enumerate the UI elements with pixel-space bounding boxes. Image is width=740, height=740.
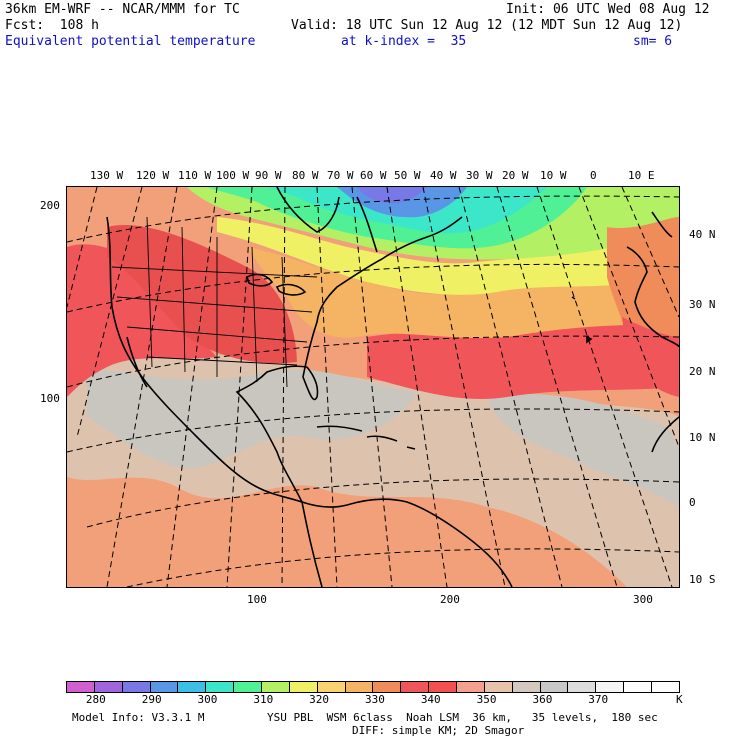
- colorbar-swatch: [345, 682, 374, 692]
- colorbar-swatch: [401, 682, 430, 692]
- colorbar-label: 320: [309, 693, 330, 706]
- colorbar-swatch: [624, 682, 653, 692]
- longitude-label: 60 W: [360, 169, 387, 182]
- colorbar-swatch: [178, 682, 207, 692]
- latitude-label: 20 N: [689, 365, 716, 378]
- hispaniola: [366, 435, 398, 442]
- theta-e-map: [67, 187, 679, 587]
- colorbar-swatch: [540, 682, 569, 692]
- longitude-label: 130 W: [90, 169, 124, 182]
- south-america-north: [301, 498, 513, 587]
- colorbar-swatch: [150, 682, 179, 692]
- grey-caribbean: [87, 367, 417, 469]
- british-isles: [651, 211, 673, 238]
- canary-islands: [586, 335, 593, 344]
- latitude-label: 0: [689, 496, 696, 509]
- hudson-bay: [276, 187, 340, 233]
- colorbar-swatch: [206, 682, 235, 692]
- model-title: 36km EM-WRF -- NCAR/MMM for TC: [5, 2, 240, 17]
- colorbar-swatch: [373, 682, 402, 692]
- colorbar-label: 350: [476, 693, 497, 706]
- state-borders: [111, 216, 318, 388]
- colorbar-swatch: [596, 682, 625, 692]
- physics-line-2: DIFF: simple KM; 2D Smagor: [352, 724, 525, 737]
- bottom-grid-tick: 300: [633, 593, 653, 606]
- bottom-grid-tick: 100: [247, 593, 267, 606]
- red-us-interior: [107, 225, 297, 364]
- east-coast: [302, 216, 463, 401]
- violet-north: [357, 187, 427, 204]
- colorbar-label: 310: [253, 693, 274, 706]
- left-grid-tick: 200: [40, 199, 60, 212]
- forecast-hour: Fcst: 108 h: [5, 18, 99, 33]
- smoothing-info: sm= 6: [633, 34, 673, 49]
- colorbar-swatch: [234, 682, 263, 692]
- longitude-label: 100 W: [216, 169, 250, 182]
- colorbar-swatch: [289, 682, 318, 692]
- colorbar-swatch: [484, 682, 513, 692]
- colorbar-swatch: [429, 682, 458, 692]
- longitude-label: 90 W: [255, 169, 282, 182]
- colorbar-swatch: [568, 682, 597, 692]
- colorbar-swatch: [317, 682, 346, 692]
- orange-band: [247, 247, 679, 339]
- init-time: Init: 06 UTC Wed 08 Aug 12: [506, 2, 710, 17]
- colorbar-label: 340: [420, 693, 441, 706]
- colorbar-label: 300: [197, 693, 218, 706]
- longitude-label: 40 W: [430, 169, 457, 182]
- graticule: [67, 187, 679, 587]
- colorbar-swatch: [262, 682, 290, 692]
- longitude-label: 0: [590, 169, 597, 182]
- physics-line-1: YSU PBL WSM 6class Noah LSM 36 km, 35 le…: [267, 711, 658, 724]
- longitude-label: 70 W: [327, 169, 354, 182]
- grey-africa: [487, 393, 679, 507]
- iberia-africa: [626, 246, 679, 348]
- left-grid-tick: 100: [40, 392, 60, 405]
- red-atlantic-band: [367, 321, 679, 399]
- labrador: [356, 196, 378, 253]
- colorbar-swatch: [67, 682, 95, 692]
- colorbar: [66, 681, 680, 693]
- field-name: Equivalent potential temperature: [5, 34, 256, 49]
- colorbar-swatch: [652, 682, 679, 692]
- longitude-label: 110 W: [178, 169, 212, 182]
- model-info: Model Info: V3.3.1 M: [72, 711, 205, 724]
- longitude-label: 10 E: [628, 169, 655, 182]
- colorbar-swatch: [94, 682, 123, 692]
- longitude-label: 50 W: [394, 169, 421, 182]
- gulf-coast: [235, 365, 308, 503]
- longitude-label: 80 W: [292, 169, 319, 182]
- bottom-grid-tick: 200: [440, 593, 460, 606]
- map-panel: [66, 186, 680, 588]
- latitude-label: 40 N: [689, 228, 716, 241]
- azores: [571, 296, 576, 300]
- south-america-west: [301, 501, 323, 587]
- yellow-band: [217, 217, 679, 295]
- colorbar-swatch: [512, 682, 541, 692]
- colorbar-unit: K: [676, 693, 683, 706]
- colorbar-swatch: [457, 682, 485, 692]
- valid-time: Valid: 18 UTC Sun 12 Aug 12 (12 MDT Sun …: [291, 18, 683, 33]
- longitude-label: 30 W: [466, 169, 493, 182]
- cuba: [316, 425, 363, 432]
- red-pacific-band: [67, 244, 217, 397]
- colorbar-label: 330: [365, 693, 385, 706]
- colorbar-label: 290: [141, 693, 162, 706]
- longitude-label: 120 W: [136, 169, 170, 182]
- puerto-rico: [406, 446, 416, 450]
- colorbar-label: 280: [85, 693, 106, 706]
- colorbar-label: 370: [588, 693, 609, 706]
- na-west-coast: [106, 216, 303, 503]
- colorbar-label: 360: [532, 693, 553, 706]
- longitude-label: 10 W: [540, 169, 567, 182]
- latitude-label: 30 N: [689, 298, 716, 311]
- latitude-label: 10 N: [689, 431, 716, 444]
- latitude-label: 10 S: [689, 573, 716, 586]
- colorbar-swatch: [122, 682, 151, 692]
- baja: [126, 336, 148, 388]
- longitude-label: 20 W: [502, 169, 529, 182]
- level-info: at k-index = 35: [341, 34, 467, 49]
- gulf-of-guinea: [651, 416, 679, 453]
